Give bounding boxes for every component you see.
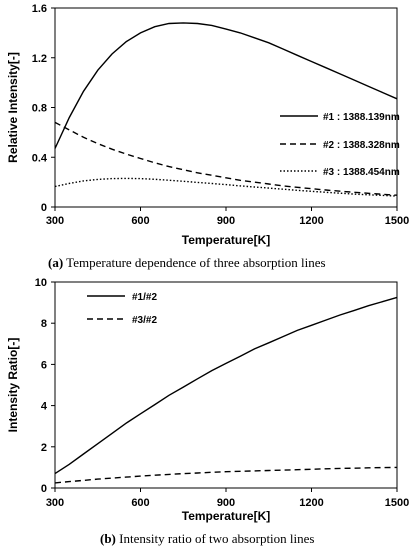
x-tick-label: 1200 [299,215,323,227]
caption-letter: (b) [100,531,116,546]
caption: (b) Intensity ratio of two absorption li… [100,531,314,546]
y-tick-label: 2 [41,442,47,454]
y-tick-label: 6 [41,359,47,371]
y-tick-label: 1.2 [32,53,47,65]
x-tick-label: 600 [131,215,149,227]
series-line-3 [54,177,398,197]
y-tick-label: 8 [41,318,47,330]
chart-a: 300 600 900 1200 1500 0 0.4 0.8 1.2 1.6 Temperatur… [6,3,409,270]
x-tick-label: 900 [217,215,235,227]
series-line-2 [54,466,398,484]
caption-text: Temperature dependence of three absorpti… [63,255,325,270]
x-tick-label: 1500 [385,215,409,227]
caption-letter: (a) [48,255,63,270]
legend-label-3: #3 : 1388.454nm [323,167,400,178]
series-line-1 [54,22,398,149]
series-line-1 [54,296,398,475]
x-axis-label: Temperature[K] [182,509,270,523]
x-axis-label: Temperature[K] [182,233,270,247]
y-tick-label: 0.4 [32,152,48,164]
chart-b: 300 600 900 1200 1500 0 2 4 6 8 10 Temperature[K] In… [6,277,409,546]
series-line-2 [54,121,398,196]
y-tick-label: 4 [41,401,48,413]
y-axis-label: Intensity Ratio[-] [6,338,20,433]
x-tick-label: 1200 [299,497,323,509]
legend-label-1: #1 : 1388.139nm [323,112,400,123]
x-tick-label: 900 [217,497,235,509]
y-tick-label: 1.6 [32,3,47,15]
y-axis-label: Relative Intensity[-] [6,52,20,163]
legend-label-2: #2 : 1388.328nm [323,140,400,151]
y-tick-label: 0 [41,483,47,495]
y-tick-label: 0 [41,202,47,214]
legend-label-1: #1/#2 [132,292,157,303]
y-tick-label: 0.8 [32,103,47,115]
x-tick-label: 300 [46,497,64,509]
x-tick-label: 600 [131,497,149,509]
y-tick-label: 10 [35,277,47,289]
caption: (a) Temperature dependence of three abso… [48,255,326,270]
caption-text: Intensity ratio of two absorption lines [116,531,315,546]
legend-label-2: #3/#2 [132,315,157,326]
x-tick-label: 300 [46,215,64,227]
x-tick-label: 1500 [385,497,409,509]
